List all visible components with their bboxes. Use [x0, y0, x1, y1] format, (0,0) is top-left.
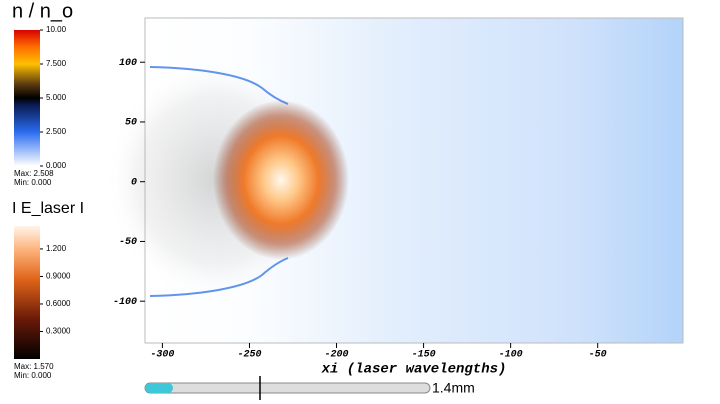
x-axis-label: xi (laser wavelengths): [321, 362, 507, 378]
colorbar: [14, 30, 40, 166]
slider-track: [144, 382, 431, 394]
y-tick-label: 0: [131, 177, 137, 188]
x-tick-label: -50: [589, 350, 607, 361]
x-tick-label: -300: [150, 350, 174, 361]
colorbar-min: Min: 0.000: [14, 178, 52, 187]
density-sheath: [149, 66, 289, 105]
y-tick-label: -100: [113, 297, 137, 308]
colorbar-max: Max: 2.508: [14, 169, 54, 178]
plot-area: [105, 17, 684, 344]
x-tick-label: -200: [325, 350, 349, 361]
colorbar-tick-label: 7.500: [46, 59, 67, 68]
laser-pulse: [213, 100, 349, 260]
colorbar-tick-label: 2.500: [46, 127, 67, 136]
colorbar-min: Min: 0.000: [14, 371, 52, 380]
time-slider[interactable]: 1.4mm: [144, 376, 475, 400]
y-tick-label: -50: [119, 237, 137, 248]
density-sheath: [149, 257, 289, 297]
slider-label: 1.4mm: [432, 380, 475, 396]
colorbar-tick-label: 1.200: [46, 244, 67, 253]
y-tick-label: 50: [125, 118, 137, 129]
colorbar: [14, 226, 40, 359]
colorbar-title: n / n_o: [12, 0, 73, 22]
x-tick-label: -150: [412, 350, 436, 361]
colorbar-tick-label: 0.9000: [46, 272, 71, 281]
colorbar-tick-label: 0.3000: [46, 327, 71, 336]
colorbar-tick-label: 0.000: [46, 161, 67, 170]
colorbar-max: Max: 1.570: [14, 362, 54, 371]
colorbar-tick-label: 0.6000: [46, 299, 71, 308]
x-tick-label: -250: [237, 350, 261, 361]
colorbar-tick-label: 5.000: [46, 93, 67, 102]
x-tick-label: -100: [499, 350, 523, 361]
colorbar-tick-label: 10.00: [46, 25, 67, 34]
slider-progress: [145, 383, 173, 393]
colorbar-title: I E_laser I: [12, 200, 84, 217]
y-tick-label: 100: [119, 58, 137, 69]
